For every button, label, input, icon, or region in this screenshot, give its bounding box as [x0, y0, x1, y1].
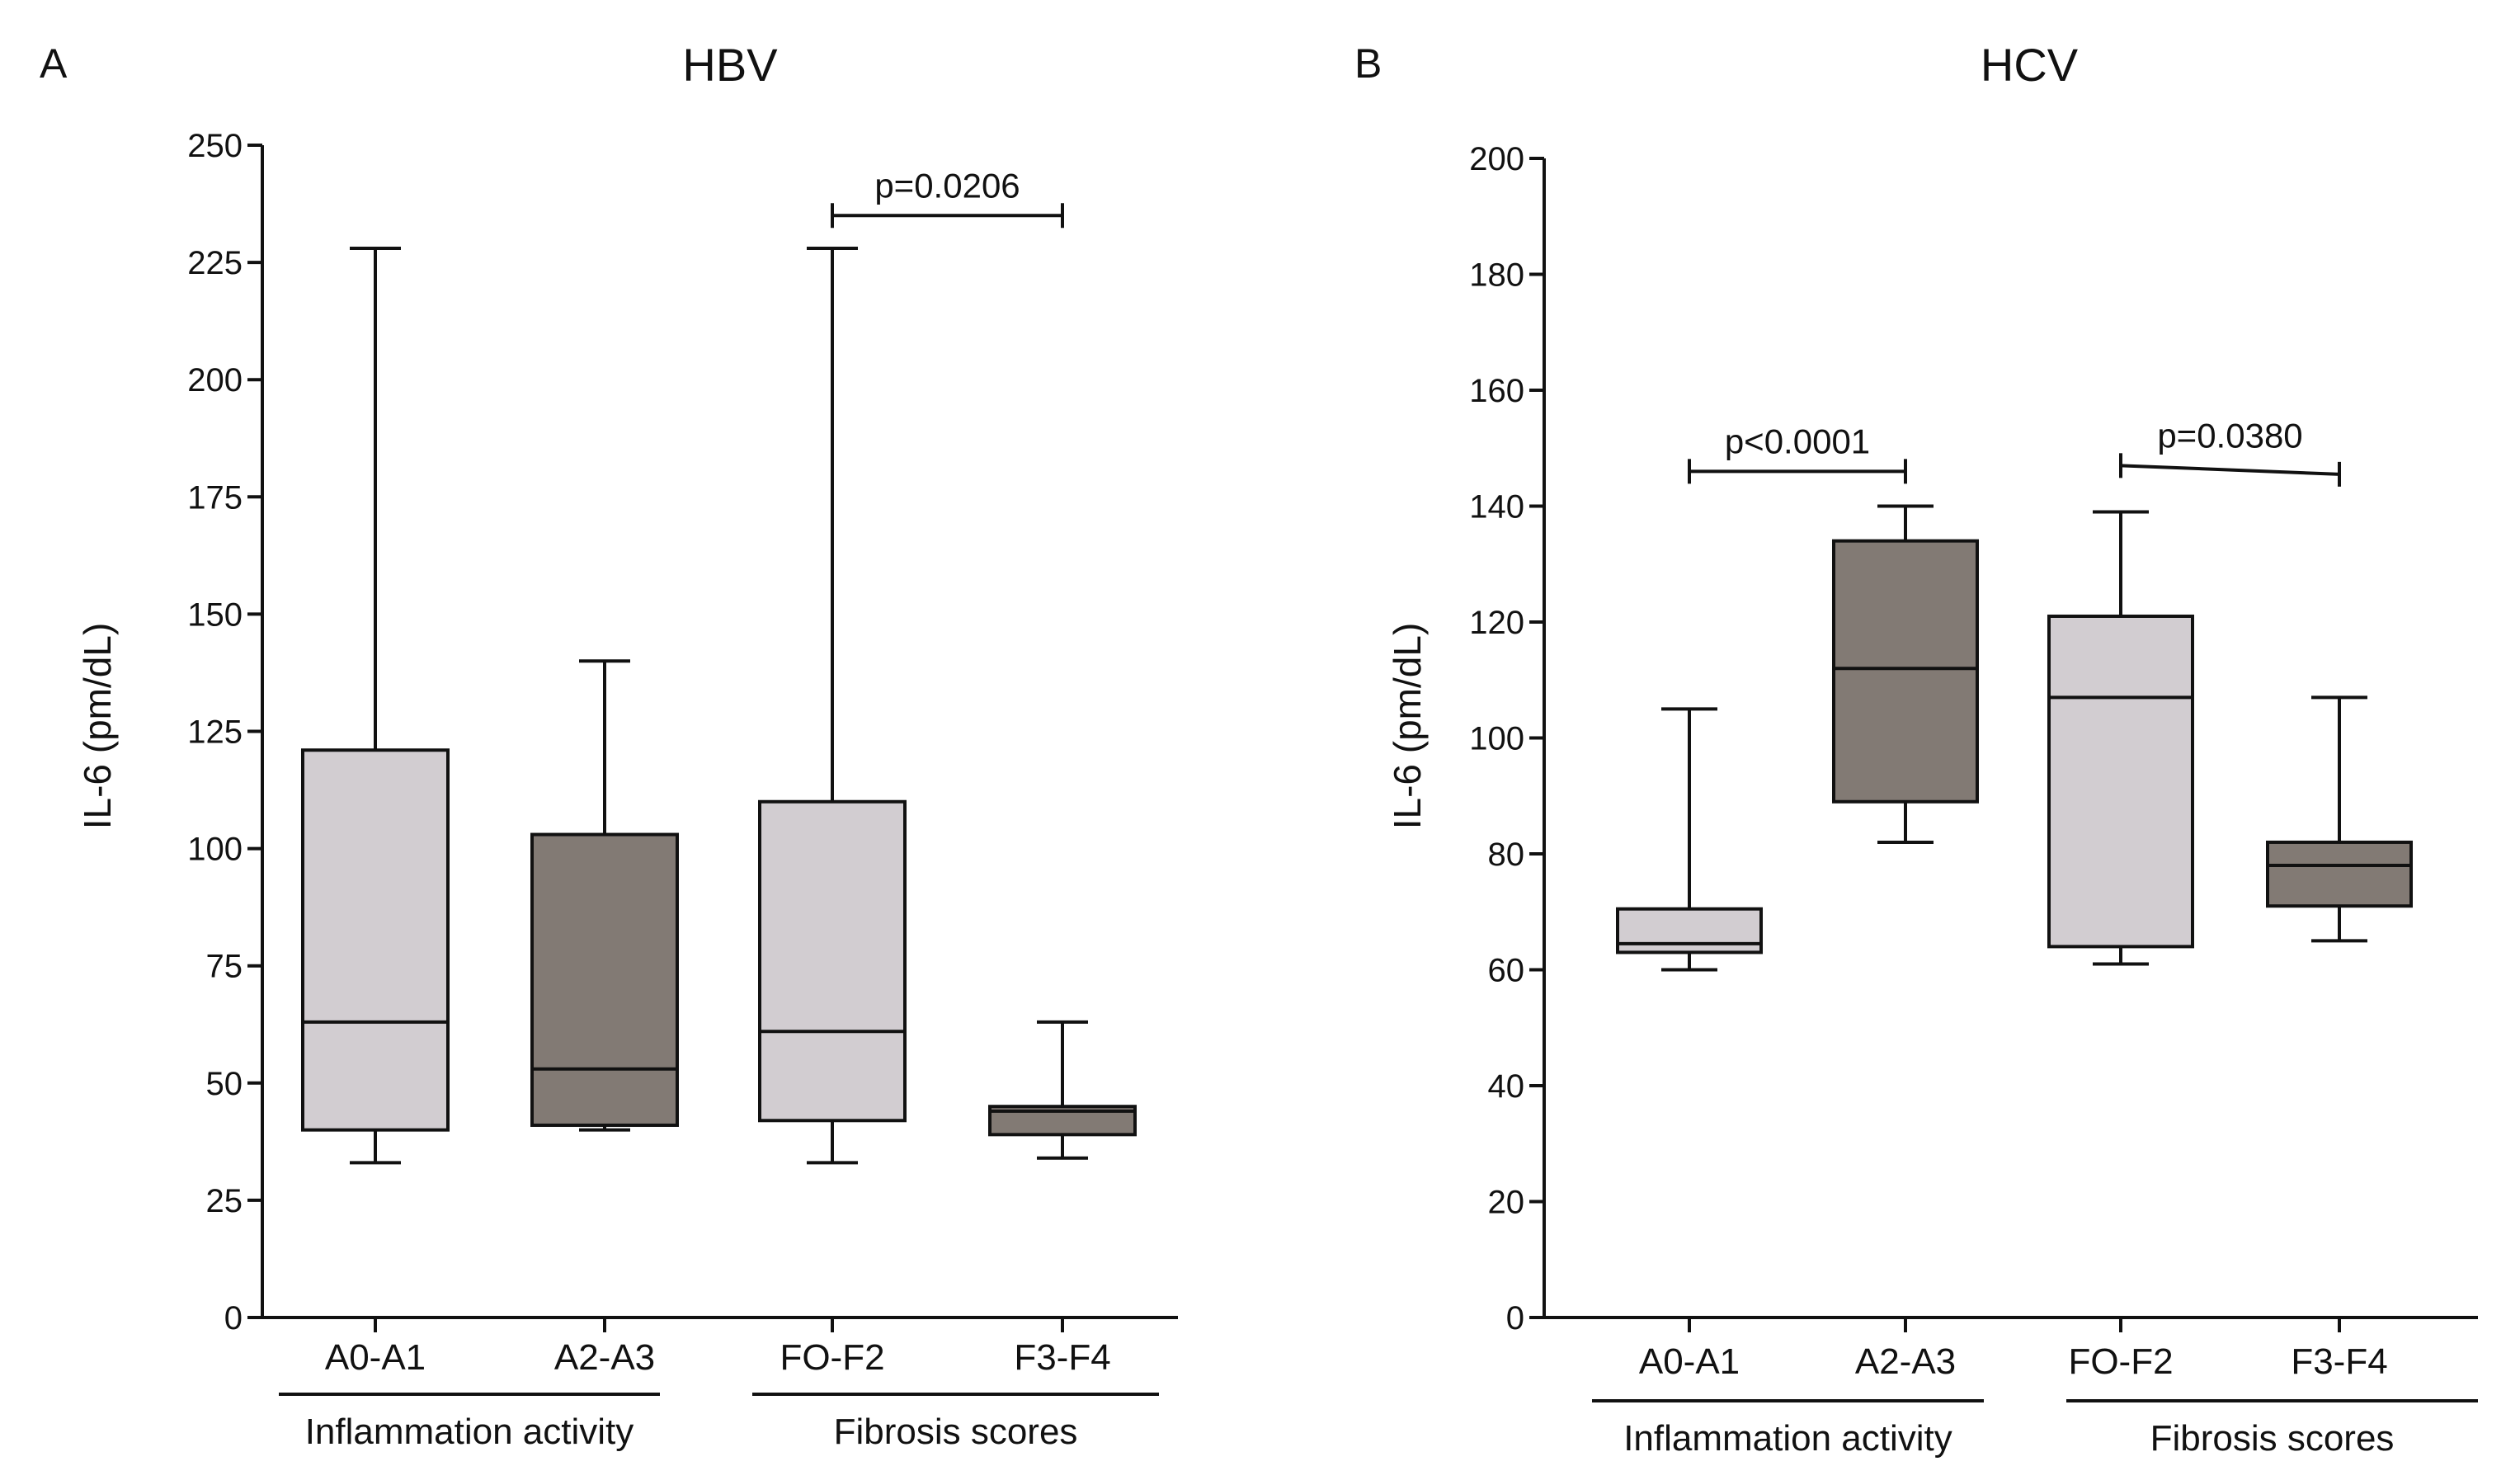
y-tick-label: 60: [1488, 953, 1525, 989]
x-tick-label: FO-F2: [2068, 1341, 2173, 1382]
box-iqr: [758, 799, 907, 1123]
y-tick-label: 150: [187, 596, 243, 633]
y-tick-label: 250: [187, 128, 243, 164]
y-tick-label: 80: [1488, 837, 1525, 873]
y-tick-label: 125: [187, 714, 243, 751]
y-tick-label: 225: [187, 245, 243, 281]
y-tick-label: 200: [187, 362, 243, 398]
box-f3-f4: [988, 1020, 1137, 1160]
y-tick-label: 20: [1488, 1185, 1525, 1221]
x-tick-label: F3-F4: [1014, 1337, 1110, 1378]
p-value-label: p<0.0001: [1725, 422, 1870, 460]
box-a0-a1: [1616, 707, 1763, 972]
x-tick-label: A0-A1: [325, 1337, 426, 1378]
x-tick-label: A2-A3: [554, 1337, 655, 1378]
box-iqr: [2047, 614, 2194, 949]
chart-title: HBV: [682, 39, 778, 91]
y-tick-label: 0: [1506, 1300, 1524, 1336]
y-tick-label: 25: [206, 1183, 243, 1219]
box-f3-f4: [2266, 695, 2413, 943]
chart-title: HCV: [1981, 39, 2079, 91]
y-tick-label: 100: [187, 832, 243, 868]
chart-panel-b: B HCV IL-6 (pm/dL) 0 20 40 60 80 100 120 140 160 180…: [1354, 39, 2478, 1459]
y-tick-label: 75: [206, 949, 243, 985]
box-iqr: [301, 748, 450, 1132]
y-tick-label: 180: [1469, 257, 1524, 294]
panel-letter: B: [1354, 40, 1382, 87]
box-fo-f2: [758, 247, 907, 1165]
y-axis-title: IL-6 (pm/dL): [1386, 623, 1429, 830]
box-a2-a3: [1832, 504, 1979, 844]
y-tick-label: 140: [1469, 489, 1524, 526]
y-tick-label: 200: [1469, 141, 1524, 177]
p-value-label: p=0.0206: [874, 166, 1020, 205]
group-label: Inflammation activity: [1623, 1418, 1952, 1459]
box-fo-f2: [2047, 510, 2194, 966]
group-label: Fibrosis scores: [834, 1412, 1078, 1452]
p-value-label: p=0.0380: [2157, 416, 2302, 455]
box-iqr: [2266, 840, 2413, 908]
x-tick-label: A0-A1: [1639, 1341, 1740, 1382]
box-a0-a1: [301, 247, 450, 1165]
significance-bracket: p=0.0380: [2119, 416, 2341, 487]
y-axis-title: IL-6 (pm/dL): [76, 623, 119, 830]
group-label: Fibrosis scores: [2150, 1418, 2395, 1459]
box-iqr: [530, 832, 679, 1127]
box-iqr: [1616, 907, 1763, 955]
box-a2-a3: [530, 659, 679, 1132]
box-iqr: [1832, 539, 1979, 804]
x-tick-label: A2-A3: [1855, 1341, 1956, 1382]
y-tick-label: 175: [187, 479, 243, 516]
y-tick-label: 40: [1488, 1068, 1525, 1105]
y-tick-label: 0: [224, 1300, 243, 1336]
chart-panel-a: A HBV IL-6 (pm/dL) 0 25 50 75 100 125 150 175 200 22…: [40, 39, 1178, 1452]
significance-bracket: p=0.0206: [831, 166, 1064, 229]
y-tick-label: 120: [1469, 605, 1524, 641]
y-tick-label: 100: [1469, 721, 1524, 757]
x-tick-label: F3-F4: [2291, 1341, 2387, 1382]
y-tick-label: 50: [206, 1066, 243, 1102]
group-label: Inflammation activity: [305, 1412, 634, 1452]
bracket-line: [2120, 464, 2340, 476]
y-tick-label: 160: [1469, 373, 1524, 409]
x-tick-label: FO-F2: [780, 1337, 884, 1378]
significance-bracket: p<0.0001: [1688, 422, 1907, 484]
panel-letter: A: [40, 40, 68, 87]
